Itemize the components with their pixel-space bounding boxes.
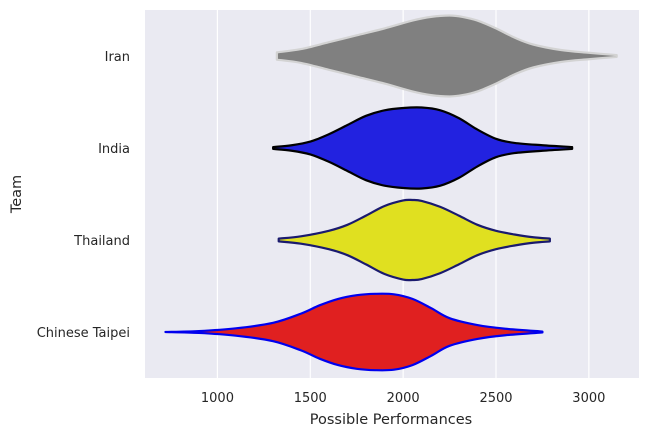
- y-tick-label: Thailand: [73, 234, 130, 249]
- x-tick-label: 3000: [572, 391, 605, 406]
- violin-thailand: [277, 198, 551, 282]
- x-tick-label: 1500: [294, 391, 327, 406]
- y-tick-label: Chinese Taipei: [37, 326, 130, 341]
- x-tick-label: 2000: [387, 391, 420, 406]
- violins: [164, 14, 618, 372]
- x-tick-label: 2500: [479, 391, 512, 406]
- x-tick-labels: 1000 1500 2000 2500 3000: [201, 391, 606, 406]
- violin-chinese-taipei: [164, 292, 544, 372]
- y-axis-label: Team: [9, 175, 25, 214]
- y-tick-label: India: [98, 142, 130, 157]
- y-tick-labels: Iran India Thailand Chinese Taipei: [37, 50, 130, 341]
- x-tick-label: 1000: [201, 391, 234, 406]
- y-tick-label: Iran: [105, 50, 130, 65]
- violin-india: [272, 106, 574, 190]
- x-axis-label: Possible Performances: [310, 412, 472, 428]
- violin-iran: [275, 14, 618, 98]
